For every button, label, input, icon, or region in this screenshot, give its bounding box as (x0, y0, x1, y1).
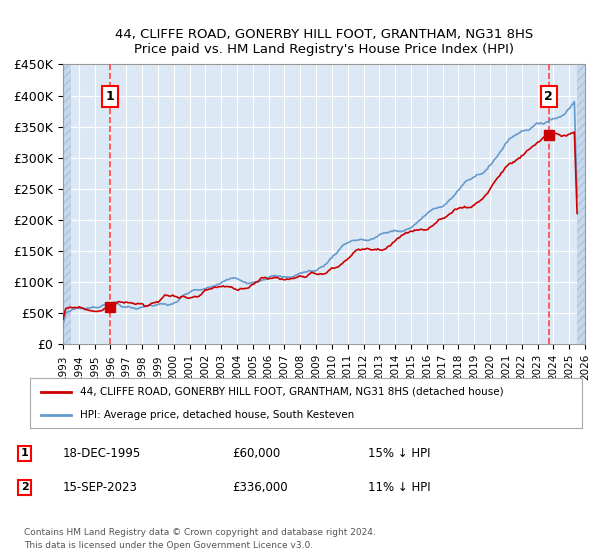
Text: £336,000: £336,000 (232, 481, 288, 494)
Text: HPI: Average price, detached house, South Kesteven: HPI: Average price, detached house, Sout… (80, 410, 354, 420)
Text: 11% ↓ HPI: 11% ↓ HPI (368, 481, 430, 494)
Bar (63, 64, 71, 344)
Bar (577, 64, 585, 344)
Text: 18-DEC-1995: 18-DEC-1995 (63, 447, 142, 460)
Text: 1: 1 (106, 90, 114, 103)
Text: 15-SEP-2023: 15-SEP-2023 (63, 481, 138, 494)
Title: 44, CLIFFE ROAD, GONERBY HILL FOOT, GRANTHAM, NG31 8HS
Price paid vs. HM Land Re: 44, CLIFFE ROAD, GONERBY HILL FOOT, GRAN… (115, 29, 533, 57)
Text: 2: 2 (21, 483, 29, 492)
Text: 1: 1 (21, 449, 29, 459)
Text: 15% ↓ HPI: 15% ↓ HPI (368, 447, 430, 460)
Text: Contains HM Land Registry data © Crown copyright and database right 2024.
This d: Contains HM Land Registry data © Crown c… (24, 529, 376, 550)
Text: 44, CLIFFE ROAD, GONERBY HILL FOOT, GRANTHAM, NG31 8HS (detached house): 44, CLIFFE ROAD, GONERBY HILL FOOT, GRAN… (80, 386, 503, 396)
Text: 2: 2 (544, 90, 553, 103)
Text: £60,000: £60,000 (232, 447, 281, 460)
